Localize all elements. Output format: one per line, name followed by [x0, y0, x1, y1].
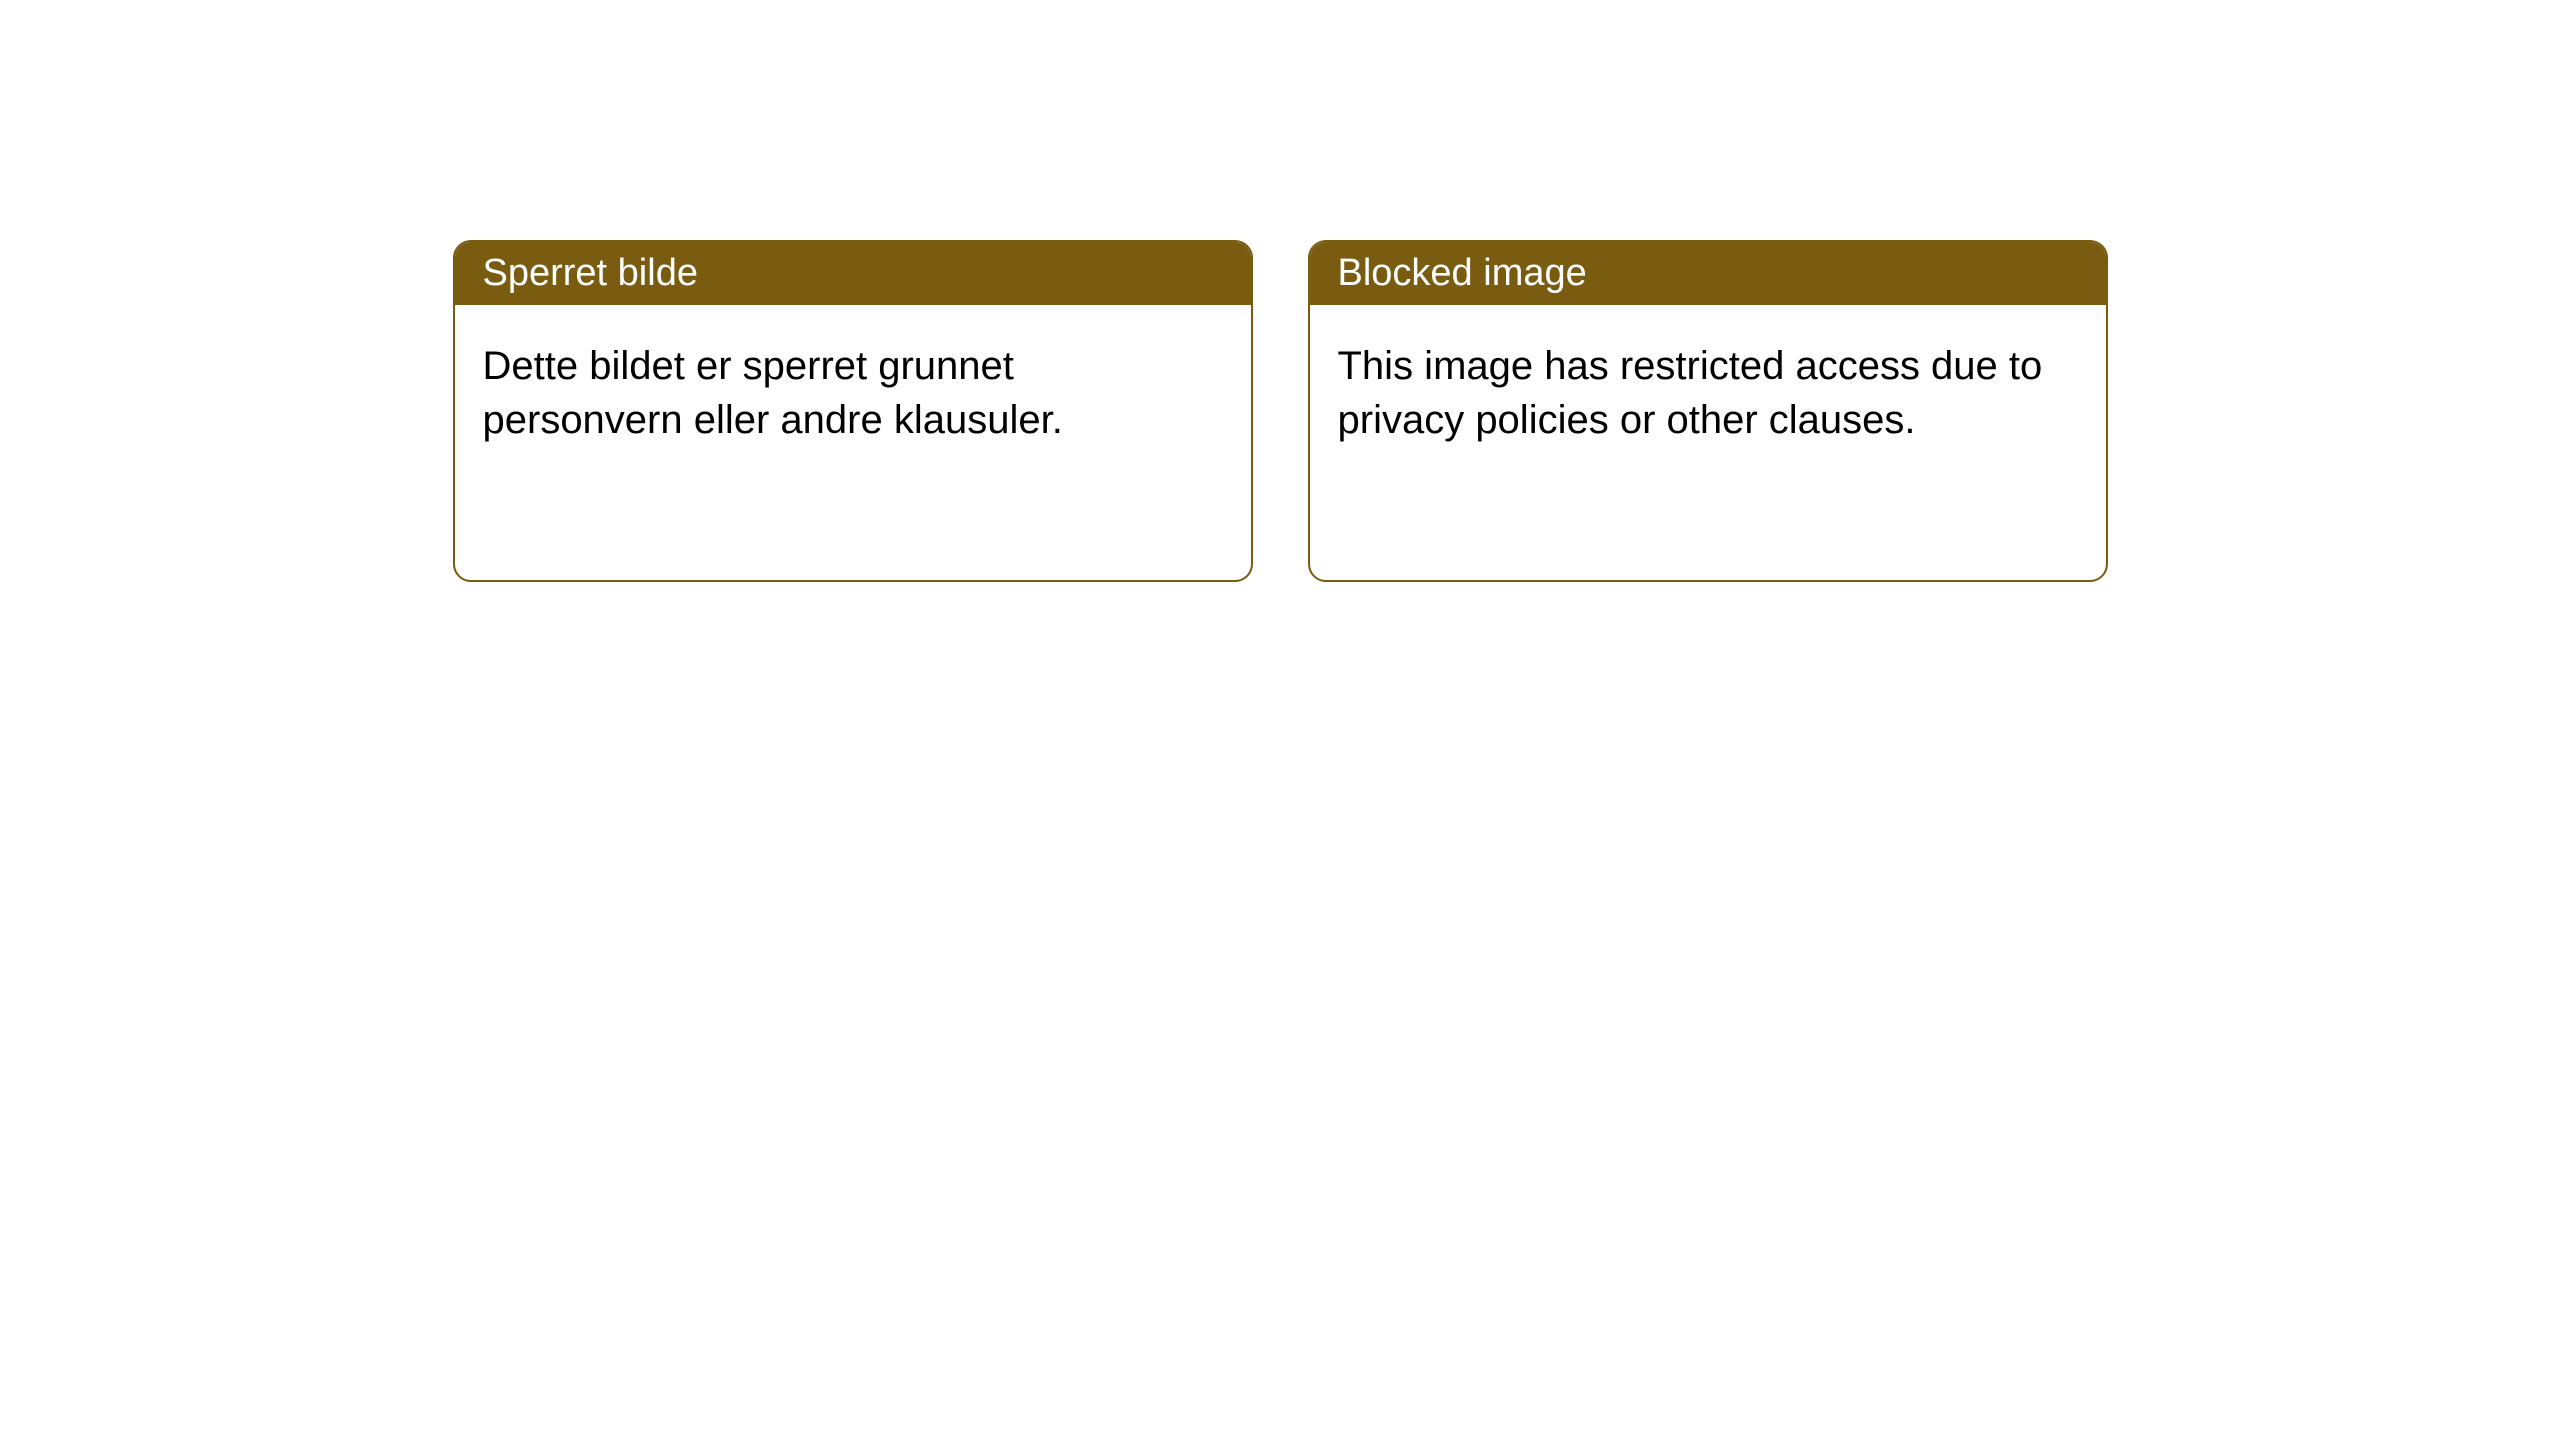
- notice-cards-container: Sperret bilde Dette bildet er sperret gr…: [453, 240, 2108, 582]
- card-body-text-en: This image has restricted access due to …: [1338, 344, 2043, 442]
- card-body-no: Dette bildet er sperret grunnet personve…: [455, 305, 1251, 481]
- card-header-en: Blocked image: [1310, 242, 2106, 305]
- card-title-en: Blocked image: [1338, 252, 1587, 294]
- notice-card-en: Blocked image This image has restricted …: [1308, 240, 2108, 582]
- card-title-no: Sperret bilde: [483, 252, 698, 294]
- card-body-text-no: Dette bildet er sperret grunnet personve…: [483, 344, 1063, 442]
- notice-card-no: Sperret bilde Dette bildet er sperret gr…: [453, 240, 1253, 582]
- card-body-en: This image has restricted access due to …: [1310, 305, 2106, 481]
- card-header-no: Sperret bilde: [455, 242, 1251, 305]
